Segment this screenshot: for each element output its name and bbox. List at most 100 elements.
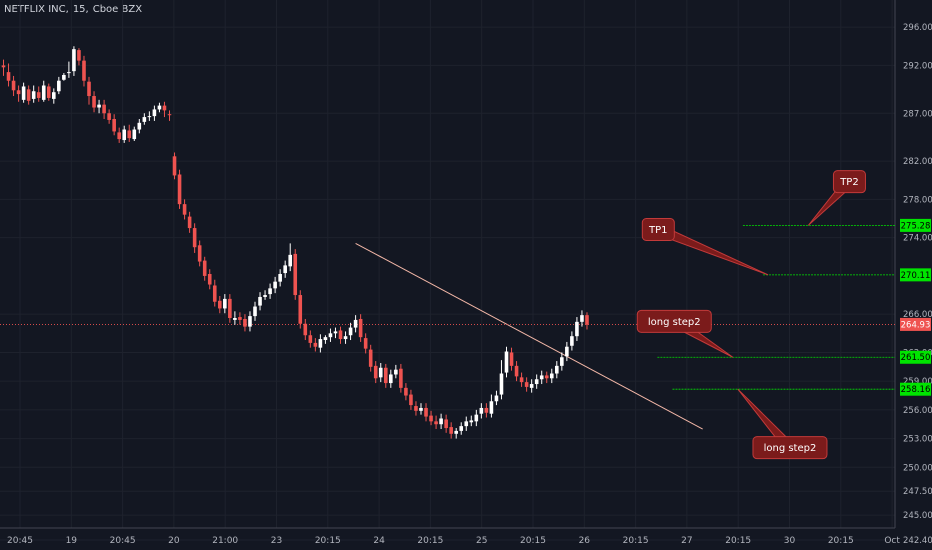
candle-body	[162, 105, 167, 111]
candle-body	[539, 375, 544, 380]
level-price-tag	[900, 350, 931, 364]
candle-body	[207, 274, 212, 285]
candle-body	[348, 327, 353, 336]
candle-body	[399, 368, 403, 388]
candle-body	[187, 216, 192, 229]
y-tick-label: 245.00	[903, 511, 932, 521]
candle-body	[258, 296, 262, 306]
current-price-tag	[900, 317, 931, 331]
y-tick-label: 296.00	[903, 23, 932, 33]
candle-body	[233, 318, 237, 320]
candle-body	[499, 373, 504, 395]
candle-body	[253, 306, 257, 317]
candle-body	[575, 321, 579, 337]
candle-body	[454, 430, 458, 434]
x-tick-label: 20:15	[725, 536, 751, 546]
y-tick-label: 242.40	[903, 536, 932, 546]
y-tick-label: 274.00	[903, 234, 932, 244]
candle-body	[11, 80, 16, 91]
y-tick-label: 256.00	[903, 406, 932, 416]
level-price-label: 270.11	[901, 271, 931, 281]
x-tick-label: 19	[66, 536, 78, 546]
candle-body	[212, 285, 217, 302]
candle-body	[565, 346, 569, 357]
candle-body	[308, 335, 313, 343]
candle-body	[87, 81, 91, 97]
callout-box	[636, 309, 712, 333]
y-tick-label: 287.00	[903, 109, 932, 119]
exchange: Cboe BZX	[92, 4, 143, 15]
candle-body	[46, 86, 51, 98]
candle-body	[223, 298, 227, 309]
candle-body	[82, 60, 86, 81]
y-tick-label: 266.00	[903, 310, 932, 320]
candle-body	[177, 174, 182, 205]
callout-label: long step2	[764, 443, 817, 454]
candle-body	[509, 352, 514, 366]
candle-body	[419, 407, 423, 411]
candle-body	[228, 298, 232, 319]
candle-body	[147, 116, 152, 118]
candle-body	[479, 407, 484, 414]
x-tick-label: 25	[476, 536, 487, 546]
x-tick-label: 21:00	[212, 536, 238, 546]
callout-label: TP2	[839, 177, 859, 188]
x-tick-label: 23	[271, 536, 282, 546]
candle-body	[31, 91, 36, 99]
candle-body	[243, 318, 247, 327]
candle-body	[248, 316, 252, 327]
candle-body	[494, 395, 499, 402]
candle-body	[278, 274, 282, 282]
candle-body	[338, 330, 343, 340]
x-tick-label: 20:15	[520, 536, 546, 546]
candle-body	[333, 331, 338, 334]
candle-body	[273, 281, 277, 289]
candle-body	[268, 288, 272, 295]
candle-body	[57, 80, 61, 92]
x-tick-label: Oct	[884, 536, 900, 546]
current-price-label: 264.93	[901, 320, 931, 330]
candle-body	[102, 104, 106, 114]
callout-box	[752, 436, 828, 460]
candle-body	[534, 379, 539, 385]
y-tick-label: 278.00	[903, 195, 932, 205]
candle-body	[112, 118, 116, 132]
candle-body	[318, 339, 323, 348]
y-tick-label: 259.00	[903, 377, 932, 387]
candle-body	[549, 373, 554, 379]
candle-body	[389, 374, 393, 384]
candle-body	[77, 50, 81, 61]
candle-body	[414, 406, 418, 411]
y-tick-label: 250.00	[903, 463, 932, 473]
candle-body	[52, 92, 56, 99]
candle-body	[343, 336, 348, 340]
candle-body	[434, 421, 438, 425]
candle-body	[303, 323, 308, 336]
candle-body	[217, 300, 222, 309]
chart-header: NETFLIX INC, 15, Cboe BZX	[4, 4, 146, 15]
candle-body	[132, 129, 137, 140]
candle-body	[137, 122, 142, 130]
y-tick-label: 253.00	[903, 435, 932, 445]
candle-body	[459, 426, 464, 431]
candle-body	[107, 113, 111, 120]
candle-body	[394, 369, 398, 375]
candle-body	[142, 117, 147, 122]
candle-body	[439, 418, 443, 425]
candle-body	[21, 86, 26, 100]
candle-body	[489, 401, 494, 414]
candle-body	[353, 319, 358, 328]
candle-body	[404, 387, 408, 396]
candle-body	[474, 414, 479, 422]
candle-body	[16, 90, 21, 95]
candle-body	[313, 342, 318, 347]
candle-body	[62, 74, 66, 80]
x-tick-label: 20:15	[623, 536, 649, 546]
candle-body	[328, 333, 333, 338]
candle-body	[580, 315, 584, 322]
candle-body	[524, 382, 529, 387]
x-tick-label: 20:15	[417, 536, 443, 546]
level-price-label: 258.16	[901, 385, 931, 395]
candle-body	[529, 384, 534, 388]
